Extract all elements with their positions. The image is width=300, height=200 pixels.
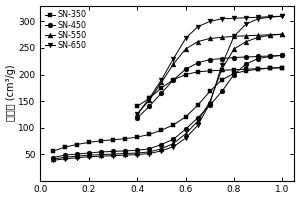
SN-650	[63, 158, 66, 160]
SN-350	[280, 66, 284, 69]
Legend: SN-350, SN-450, SN-550, SN-650: SN-350, SN-450, SN-550, SN-650	[44, 10, 87, 51]
SN-550	[135, 152, 139, 154]
SN-550	[51, 158, 54, 161]
SN-550	[148, 151, 151, 153]
SN-650	[244, 23, 248, 25]
SN-450	[268, 55, 272, 58]
Line: SN-350: SN-350	[50, 65, 285, 154]
SN-650	[196, 124, 200, 127]
SN-350	[232, 72, 236, 75]
SN-450	[87, 152, 91, 154]
SN-650	[184, 137, 188, 139]
SN-450	[280, 54, 284, 57]
SN-350	[196, 104, 200, 106]
SN-350	[99, 140, 103, 142]
SN-450	[232, 73, 236, 76]
SN-550	[123, 152, 127, 155]
SN-450	[208, 104, 211, 106]
SN-550	[160, 148, 163, 150]
SN-450	[135, 149, 139, 152]
SN-650	[111, 154, 115, 157]
SN-450	[220, 90, 224, 93]
SN-450	[148, 148, 151, 150]
SN-650	[220, 64, 224, 66]
SN-550	[256, 36, 260, 39]
SN-450	[196, 117, 200, 119]
SN-650	[268, 16, 272, 18]
Line: SN-550: SN-550	[50, 32, 285, 162]
SN-350	[148, 133, 151, 136]
SN-650	[51, 159, 54, 162]
SN-350	[75, 143, 79, 146]
SN-450	[51, 157, 54, 159]
SN-650	[148, 152, 151, 155]
SN-350	[172, 124, 175, 126]
SN-450	[99, 151, 103, 153]
SN-350	[51, 150, 54, 153]
SN-350	[256, 68, 260, 70]
SN-550	[280, 33, 284, 35]
SN-550	[184, 133, 188, 135]
SN-550	[75, 155, 79, 157]
SN-650	[256, 18, 260, 20]
SN-650	[232, 35, 236, 38]
SN-550	[63, 156, 66, 158]
SN-350	[123, 137, 127, 140]
SN-550	[208, 101, 211, 103]
SN-550	[232, 48, 236, 50]
SN-350	[184, 116, 188, 118]
Line: SN-650: SN-650	[50, 14, 285, 163]
SN-450	[184, 128, 188, 130]
SN-550	[196, 120, 200, 122]
SN-450	[160, 143, 163, 146]
SN-650	[99, 155, 103, 157]
SN-650	[123, 154, 127, 156]
SN-450	[63, 154, 66, 156]
SN-350	[244, 70, 248, 72]
SN-650	[75, 157, 79, 159]
SN-550	[111, 153, 115, 155]
SN-550	[87, 154, 91, 156]
SN-650	[172, 145, 175, 148]
SN-650	[160, 150, 163, 152]
SN-450	[111, 150, 115, 153]
SN-550	[172, 142, 175, 145]
SN-350	[268, 67, 272, 69]
SN-650	[135, 153, 139, 156]
SN-450	[75, 153, 79, 155]
SN-350	[220, 79, 224, 81]
Y-axis label: 吸附量 (cm³/g): 吸附量 (cm³/g)	[6, 65, 16, 121]
SN-650	[87, 156, 91, 158]
SN-350	[87, 141, 91, 144]
SN-550	[220, 68, 224, 70]
SN-350	[135, 136, 139, 138]
SN-450	[244, 63, 248, 65]
SN-450	[256, 57, 260, 60]
SN-350	[208, 90, 211, 93]
SN-650	[208, 102, 211, 105]
SN-450	[123, 150, 127, 152]
SN-450	[172, 138, 175, 140]
SN-550	[268, 34, 272, 36]
SN-350	[160, 129, 163, 131]
SN-350	[111, 139, 115, 141]
SN-550	[244, 40, 248, 43]
SN-650	[280, 15, 284, 17]
SN-350	[63, 146, 66, 148]
SN-550	[99, 153, 103, 156]
Line: SN-450: SN-450	[50, 53, 285, 160]
